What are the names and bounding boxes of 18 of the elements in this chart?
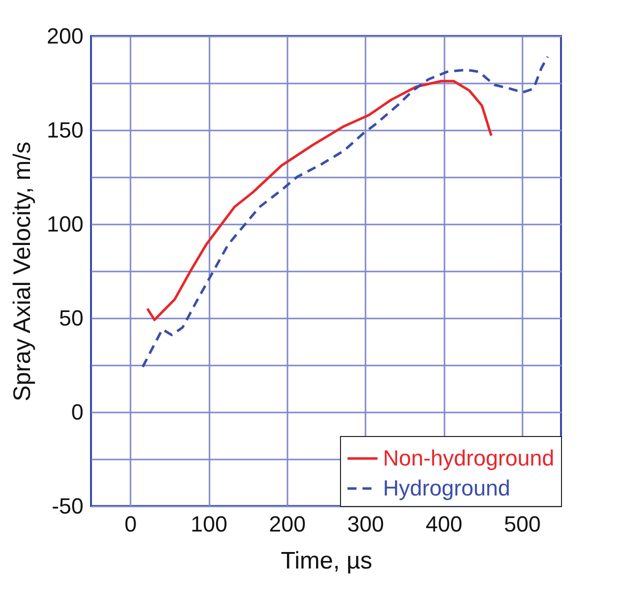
y-tick-label: 200 [46, 24, 84, 48]
x-tick-label: 0 [124, 512, 137, 536]
y-axis-title: Spray Axial Velocity, m/s [8, 142, 36, 402]
y-tick-label: 100 [46, 212, 84, 236]
line-series [146, 80, 493, 322]
legend-label: Non-hydroground [383, 446, 554, 470]
x-tick-label: 400 [426, 512, 462, 536]
y-tick-label: 150 [46, 118, 84, 142]
y-tick-label: -50 [52, 494, 84, 518]
x-tick-label: 200 [268, 512, 306, 536]
x-tick-label: 100 [190, 512, 228, 536]
x-axis-title: Time, µs [280, 548, 372, 574]
y-tick-label: 0 [71, 400, 84, 424]
legend-label: Hydroground [383, 476, 510, 500]
y-tick-label: 50 [59, 306, 84, 330]
x-tick-label: 300 [347, 512, 384, 536]
x-tick-label: 500 [504, 512, 541, 536]
line-series [141, 55, 549, 368]
